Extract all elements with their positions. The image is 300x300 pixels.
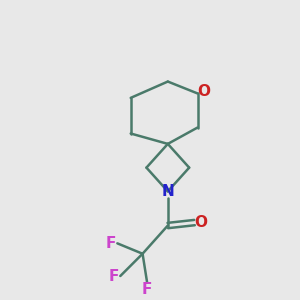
Text: F: F [109,268,119,284]
Text: O: O [197,84,211,99]
Text: F: F [142,282,152,297]
Text: F: F [106,236,116,251]
Text: N: N [161,184,174,199]
Text: O: O [195,215,208,230]
